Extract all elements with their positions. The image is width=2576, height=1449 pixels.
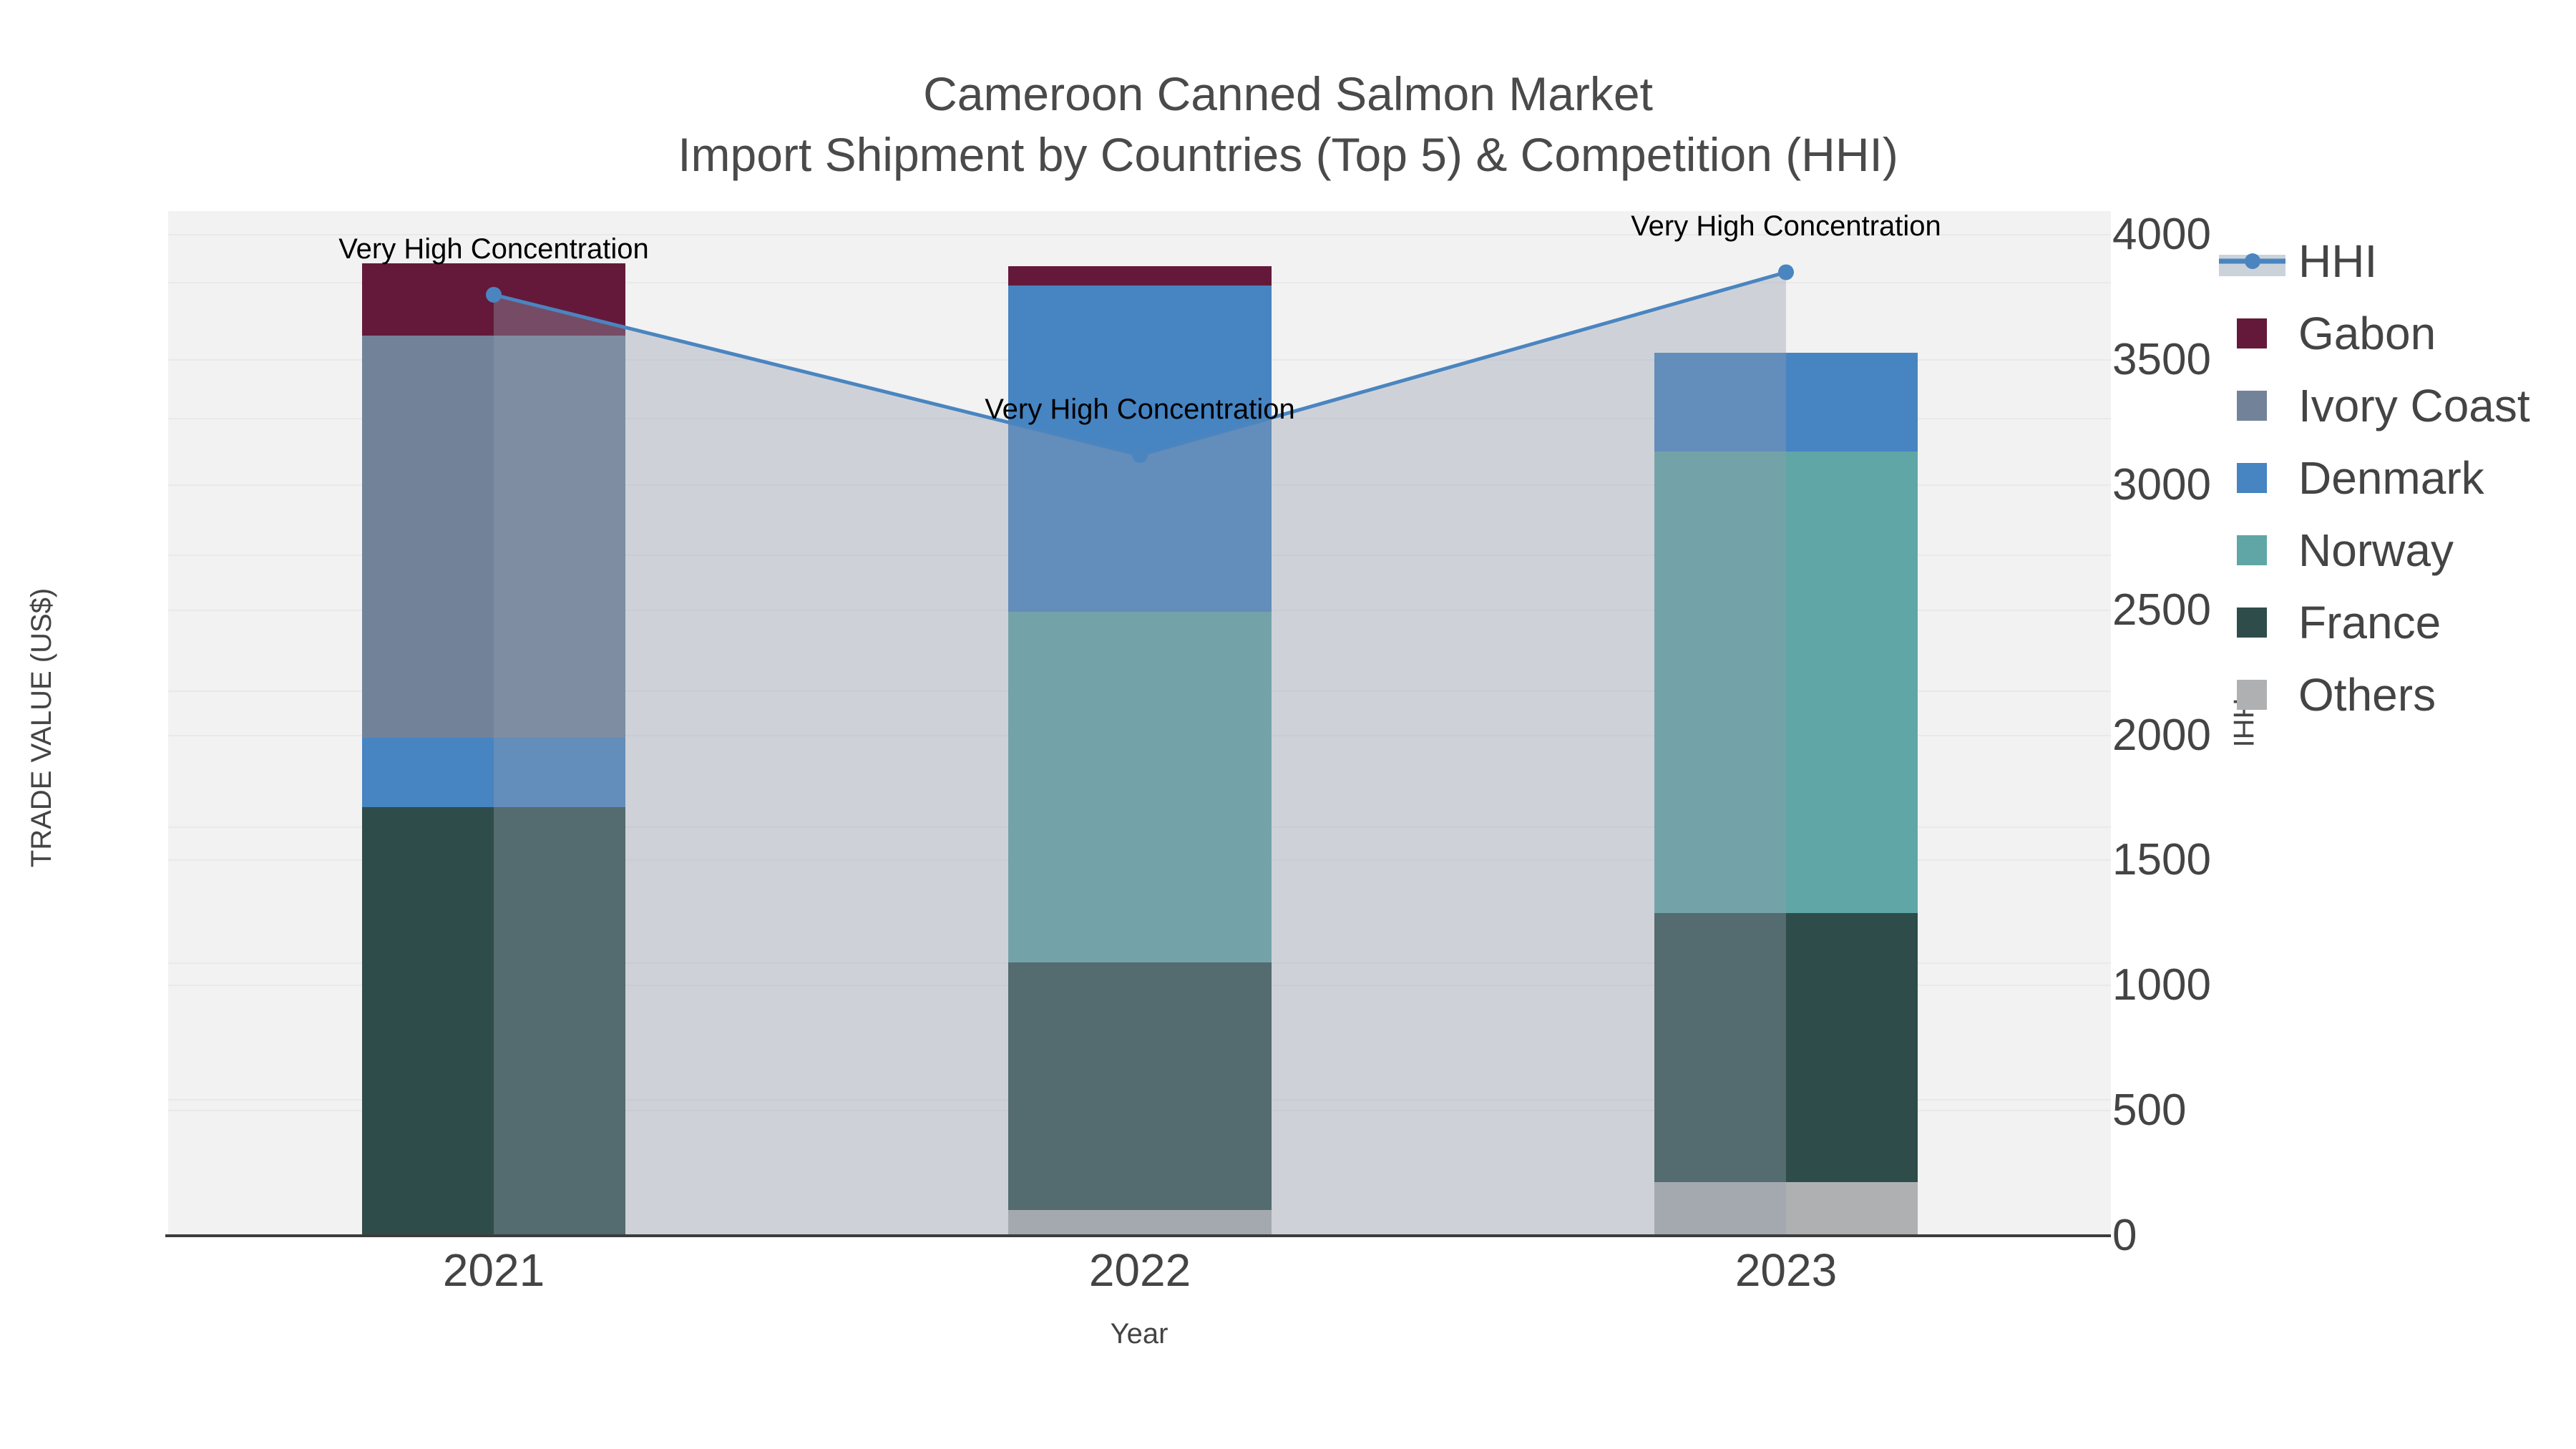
legend-label: Gabon	[2298, 308, 2436, 359]
y-tick-right-1000: 1000	[2112, 960, 2211, 1010]
bar-segment-france-2021	[362, 806, 625, 1236]
y-tick-right-0: 0	[2112, 1211, 2137, 1260]
legend-label: Others	[2298, 669, 2436, 721]
legend-item-denmark[interactable]: Denmark	[2204, 449, 2576, 507]
annotation-2022: Very High Concentration	[985, 393, 1295, 425]
legend-item-norway[interactable]: Norway	[2204, 522, 2576, 579]
bar-segment-ivory-coast-2021	[362, 336, 625, 738]
bar-segment-france-2023	[1654, 913, 1918, 1182]
legend-label: Norway	[2298, 525, 2454, 576]
x-tick-2022: 2022	[1088, 1244, 1191, 1296]
bar-segment-france-2022	[1008, 962, 1272, 1210]
bar-segment-others-2022	[1008, 1209, 1272, 1236]
legend-swatch-others	[2237, 680, 2267, 710]
y-tick-right-2500: 2500	[2112, 585, 2211, 635]
y-tick-right-500: 500	[2112, 1085, 2187, 1136]
legend: HHI Gabon Ivory Coast Denmark Norway France Ot…	[2204, 229, 2576, 730]
legend-label: HHI	[2298, 235, 2378, 287]
legend-item-gabon[interactable]: Gabon	[2204, 305, 2576, 362]
hhi-marker-2022	[1132, 447, 1148, 463]
legend-swatch-france	[2237, 608, 2267, 638]
bar-segment-gabon-2022	[1008, 266, 1272, 286]
x-tick-2023: 2023	[1735, 1244, 1838, 1296]
legend-label: Denmark	[2298, 452, 2484, 504]
hhi-marker-2023	[1778, 264, 1794, 280]
legend-label: Ivory Coast	[2298, 380, 2530, 431]
bar-segment-denmark-2021	[362, 737, 625, 807]
legend-swatch-norway	[2237, 535, 2267, 565]
hhi-marker-swatch	[2245, 253, 2260, 269]
legend-swatch-gabon	[2237, 318, 2267, 348]
gridline	[168, 234, 2111, 235]
y-tick-right-3500: 3500	[2112, 334, 2211, 384]
legend-swatch-ivory-coast	[2237, 391, 2267, 421]
legend-label: France	[2298, 597, 2441, 648]
x-tick-2021: 2021	[442, 1244, 545, 1296]
x-axis-title: Year	[1110, 1318, 1169, 1350]
legend-item-france[interactable]: France	[2204, 594, 2576, 651]
x-axis-line	[165, 1234, 2111, 1237]
legend-item-others[interactable]: Others	[2204, 666, 2576, 723]
hhi-area-fill	[494, 272, 1786, 1236]
bar-segment-denmark-2023	[1654, 352, 1918, 452]
y-tick-right-1500: 1500	[2112, 835, 2211, 885]
chart-title-line1: Cameroon Canned Salmon Market	[923, 67, 1653, 120]
y-axis-title-left: TRADE VALUE (US$)	[26, 587, 57, 868]
annotation-2023: Very High Concentration	[1631, 210, 1941, 243]
bar-segment-others-2023	[1654, 1181, 1918, 1236]
chart-title-line2: Import Shipment by Countries (Top 5) & C…	[678, 128, 1898, 181]
y-tick-right-3000: 3000	[2112, 459, 2211, 509]
legend-swatch-denmark	[2237, 463, 2267, 493]
bar-segment-norway-2023	[1654, 451, 1918, 914]
bar-segment-norway-2022	[1008, 611, 1272, 962]
legend-item-hhi[interactable]: HHI	[2204, 233, 2576, 290]
legend-item-ivory-coast[interactable]: Ivory Coast	[2204, 377, 2576, 434]
y-tick-right-4000: 4000	[2112, 210, 2211, 259]
hhi-marker-2021	[486, 286, 502, 303]
y-tick-right-2000: 2000	[2112, 710, 2211, 760]
annotation-2021: Very High Concentration	[338, 233, 649, 265]
